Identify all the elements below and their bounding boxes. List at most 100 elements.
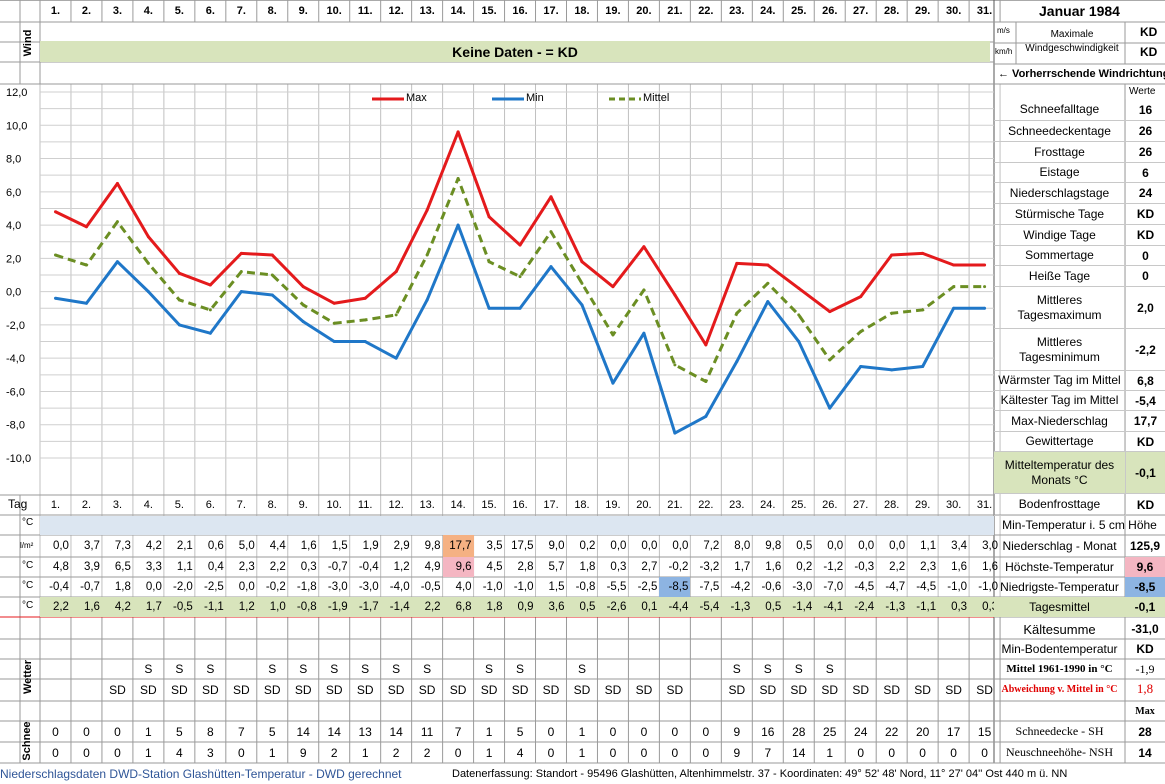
mittel-total-value: -0,1: [1134, 600, 1156, 614]
min-cell: -3,0: [792, 581, 813, 593]
data-point-mittel: [642, 288, 646, 292]
wetter-sd-cell: SD: [109, 683, 126, 697]
day-header: 7.: [236, 5, 246, 17]
y-tick-label: 0,0: [6, 287, 21, 299]
schnee-sh-cell: 14: [296, 724, 310, 739]
day-header: 30.: [945, 5, 962, 17]
wetter-s-cell: [102, 659, 133, 679]
wetter-s-cell: [938, 659, 969, 679]
mittel-cell: 4,2: [101, 597, 133, 617]
min-cell: -0,8: [575, 581, 596, 593]
min-cell: -1,0: [482, 581, 503, 593]
schnee-sh-cell: 11: [420, 724, 434, 739]
data-point-mittel: [53, 253, 57, 257]
mittel-cell: -4,1: [814, 597, 846, 617]
schnee-sh-cell: 28: [792, 724, 806, 739]
data-point-min: [332, 340, 336, 344]
day-header: 2.: [81, 5, 92, 17]
wetter-s-cell: S: [361, 662, 370, 676]
data-point-max: [301, 285, 305, 289]
mittel-cell: -1,1: [194, 597, 226, 617]
max-cell: 0,3: [300, 561, 317, 573]
day-header: 15.: [481, 5, 497, 17]
data-point-mittel: [611, 333, 615, 337]
day-header: 10.: [326, 5, 342, 17]
mittel-total-label: Tagesmittel: [994, 597, 1125, 617]
unit-row-empty: °C: [22, 517, 34, 528]
day-header: 22.: [698, 499, 714, 511]
mittel-cell: 0,1: [628, 597, 660, 617]
schnee-nsh-cell: 0: [888, 745, 896, 760]
day-header: 28.: [884, 499, 900, 511]
stat-label: Schneefalltage: [994, 99, 1125, 121]
kaeltesumme: -31,0: [1125, 619, 1165, 639]
mittel-total: -0,1: [1125, 597, 1165, 617]
y-tick-label: -10,0: [6, 453, 31, 465]
data-point-mittel: [301, 303, 305, 307]
schnee-sh-cell: 24: [854, 724, 868, 739]
wetter-s-cell: [226, 659, 257, 679]
max-cell: 0,3: [610, 561, 627, 573]
schnee-sh-cell: 7: [237, 724, 245, 739]
stat-label: Mittleres Tagesmaximum: [994, 287, 1125, 329]
day-header: 19.: [605, 5, 621, 17]
schnee-nsh-cell: 0: [640, 745, 648, 760]
min-total-label: Niedrigste-Temperatur: [994, 577, 1125, 597]
schnee-sh-cell: 5: [176, 724, 183, 739]
data-point-min: [766, 300, 770, 304]
schnee-sh-cell: 7: [454, 724, 462, 739]
wetter-sd-cell: SD: [976, 683, 993, 697]
stat-value: 0: [1125, 266, 1165, 287]
schnee-sh-cell: 13: [358, 724, 372, 739]
wetter-s-cell: [659, 659, 690, 679]
day-header: 3.: [112, 499, 123, 511]
stat-label: Niederschlagstage: [994, 183, 1125, 204]
wetter-sd-cell: [690, 679, 721, 701]
day-header: 28.: [884, 5, 900, 17]
data-point-max: [394, 270, 398, 274]
data-point-min: [394, 356, 398, 360]
niederschlag-cell: 0,0: [889, 540, 906, 552]
data-point-min: [177, 323, 181, 327]
data-point-mittel: [425, 253, 429, 257]
day-header: 24.: [760, 499, 776, 511]
wetter-sd-cell: SD: [325, 683, 343, 697]
min-cell: -2,0: [173, 581, 193, 593]
schnee-nsh-cell: 0: [237, 745, 245, 760]
data-point-max: [890, 253, 894, 257]
max-cell: 2,3: [238, 561, 255, 573]
min-boden-label: Min-Bodentemperatur: [994, 639, 1125, 659]
day-header: 27.: [853, 5, 869, 17]
schnee-sh-cell: 22: [884, 724, 899, 739]
max-header-text: Max: [1135, 705, 1155, 717]
stat-value: KD: [1125, 225, 1165, 246]
stat-label: Stürmische Tage: [994, 204, 1125, 225]
stat-label: Bodenfrosttage: [994, 494, 1125, 516]
wetter-s-cell: S: [392, 662, 401, 676]
page-title: Januar 1984: [1039, 3, 1120, 19]
schnee-nsh-cell: 1: [268, 745, 276, 760]
schnee-nsh-cell: 0: [950, 745, 957, 760]
min-boden: KD: [1125, 639, 1165, 659]
stat-label: Mitteltemperatur des Monats °C: [994, 452, 1125, 494]
data-point-max: [115, 182, 119, 185]
wetter-s-cell: S: [330, 662, 339, 676]
data-point-mittel: [332, 321, 336, 325]
wetter-sd-cell: SD: [232, 683, 250, 697]
wetter-sd-cell: SD: [728, 683, 746, 697]
wetter-sd-cell: SD: [263, 683, 281, 697]
data-point-min: [84, 301, 88, 305]
max-cell: 1,8: [579, 561, 596, 573]
day-header: 23.: [729, 5, 745, 17]
werte-header: Werte: [1129, 86, 1156, 97]
schnee-sh-cell: 0: [671, 724, 679, 739]
min-cell: -4,0: [389, 581, 410, 593]
niederschlag-cell: 1,1: [920, 540, 937, 552]
day-header: 16.: [512, 5, 528, 17]
schnee-nsh-cell: 14: [792, 745, 806, 760]
max-total-label-text: Höchste-Temperatur: [1005, 560, 1114, 574]
schnee-nsh-cell: 0: [857, 745, 865, 760]
schnee-nsh-cell: 3: [206, 745, 214, 760]
data-point-min: [921, 365, 925, 368]
wetter-sd-cell: SD: [914, 683, 931, 697]
